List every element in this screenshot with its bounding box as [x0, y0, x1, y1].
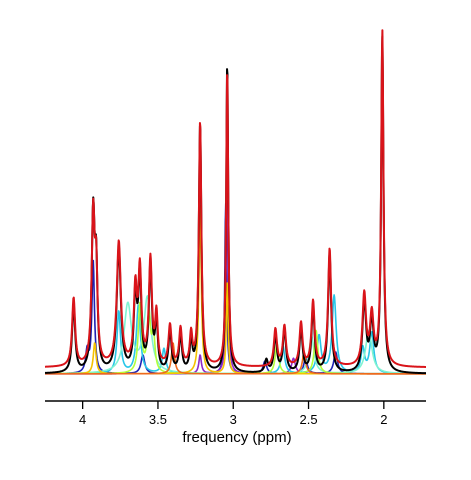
spectrum-lines	[44, 29, 427, 375]
x-tick-label: 4	[79, 412, 86, 427]
measured-spectrum-line	[44, 35, 427, 375]
x-tick-label: 2	[380, 412, 387, 427]
component-line-2	[44, 202, 427, 375]
component-line-8	[44, 342, 427, 375]
x-tick-label: 3	[230, 412, 237, 427]
x-tick-label: 3.5	[149, 412, 167, 427]
x-tick-label: 2.5	[299, 412, 317, 427]
x-axis-title: frequency (ppm)	[182, 429, 291, 446]
fit-line	[44, 29, 427, 368]
component-line-3	[44, 200, 427, 375]
x-axis-ticks: 4 3.5 3 2.5 2	[79, 401, 387, 427]
